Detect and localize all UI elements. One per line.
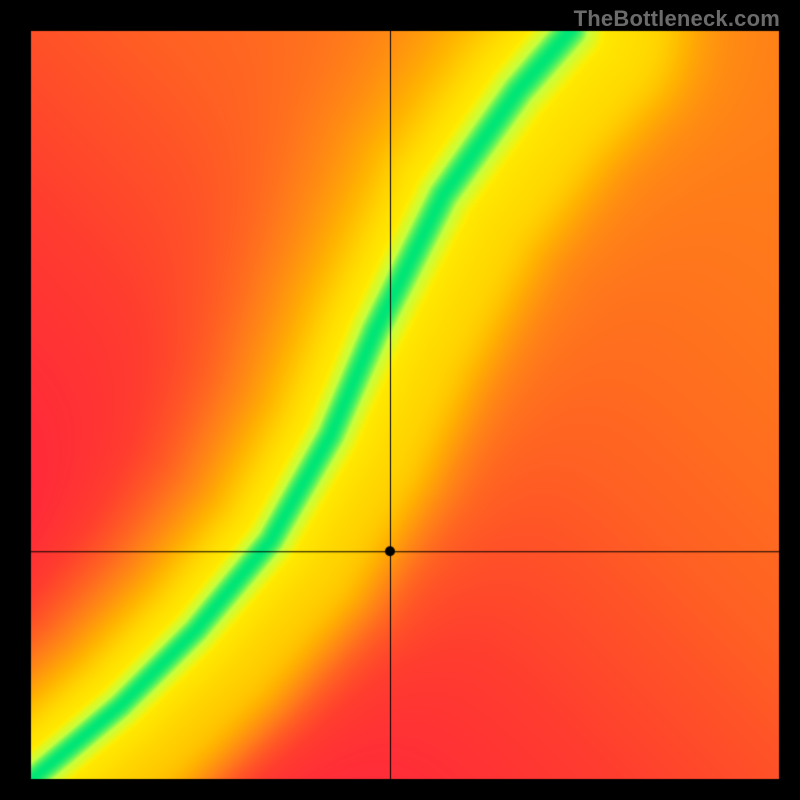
bottleneck-heatmap	[0, 0, 800, 800]
chart-container: TheBottleneck.com	[0, 0, 800, 800]
watermark-text: TheBottleneck.com	[574, 6, 780, 32]
